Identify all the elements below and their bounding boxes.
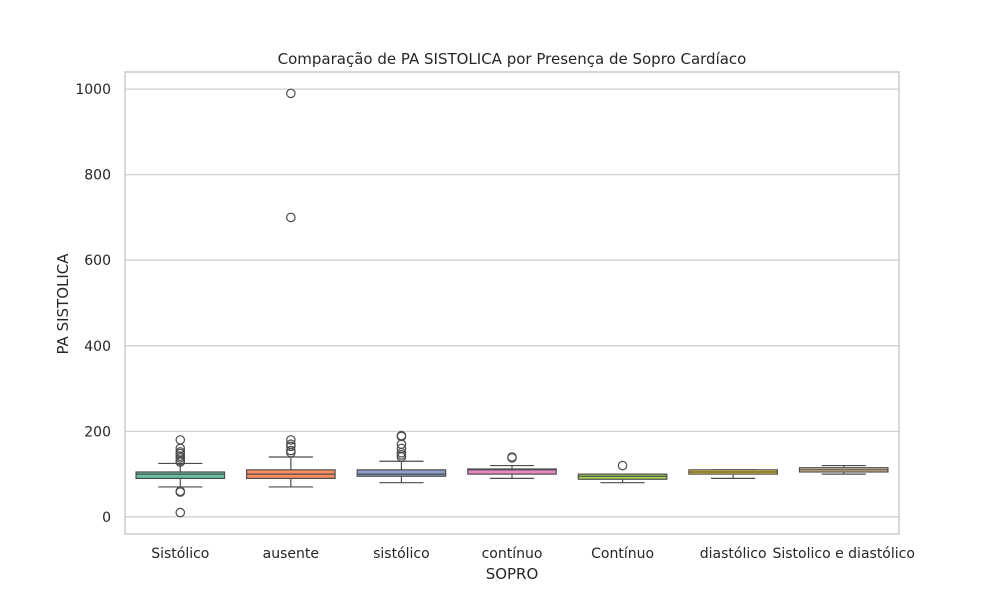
x-tick-label: sistólico xyxy=(373,546,430,562)
y-tick-label: 0 xyxy=(102,510,111,526)
outlier-point xyxy=(175,443,186,454)
y-axis-label: PA SISTOLICA xyxy=(54,253,72,355)
y-tick-labels: 0 200 400 600 800 1000 xyxy=(75,82,111,526)
box-4 xyxy=(467,452,557,479)
box-6 xyxy=(688,469,778,479)
chart-title: Comparação de PA SISTOLICA por Presença … xyxy=(278,50,747,68)
outlier-point xyxy=(175,507,186,518)
box-5 xyxy=(577,460,668,484)
y-tick-label: 800 xyxy=(84,168,111,184)
y-tick-label: 600 xyxy=(84,253,111,269)
outlier-point xyxy=(396,431,407,442)
x-tick-label: diastólico xyxy=(700,546,767,562)
x-axis-label: SOPRO xyxy=(486,565,539,583)
plot-frame xyxy=(124,71,900,535)
boxes xyxy=(135,88,889,518)
outlier-point xyxy=(286,88,296,99)
x-tick-label: ausente xyxy=(263,546,319,562)
outlier-point xyxy=(617,460,628,471)
box-3 xyxy=(356,430,447,484)
grid-lines xyxy=(125,88,899,518)
iqr-box xyxy=(135,471,226,479)
box-1 xyxy=(135,435,226,518)
x-tick-label: contínuo xyxy=(482,546,543,562)
outlier-point xyxy=(507,453,517,463)
x-tick-labels: Sistólico ausente sistólico contínuo Contínu… xyxy=(151,546,915,562)
x-tick-label: Contínuo xyxy=(591,546,654,562)
outlier-point xyxy=(286,435,296,445)
outlier-point xyxy=(175,487,186,497)
outlier-point xyxy=(286,212,296,223)
iqr-box xyxy=(356,469,447,477)
iqr-box xyxy=(467,468,557,475)
y-tick-label: 1000 xyxy=(75,82,111,98)
outlier-point xyxy=(396,452,407,462)
box-2 xyxy=(246,88,336,488)
y-tick-label: 400 xyxy=(84,339,111,355)
outlier-point xyxy=(286,441,296,452)
box-7 xyxy=(798,464,889,475)
y-tick-label: 200 xyxy=(84,424,111,440)
outlier-point xyxy=(286,447,296,458)
x-tick-label: Sistólico xyxy=(151,546,209,562)
outlier-point xyxy=(175,457,186,467)
outlier-point xyxy=(175,453,186,463)
x-tick-label: Sistolico e diastólico xyxy=(772,546,914,562)
